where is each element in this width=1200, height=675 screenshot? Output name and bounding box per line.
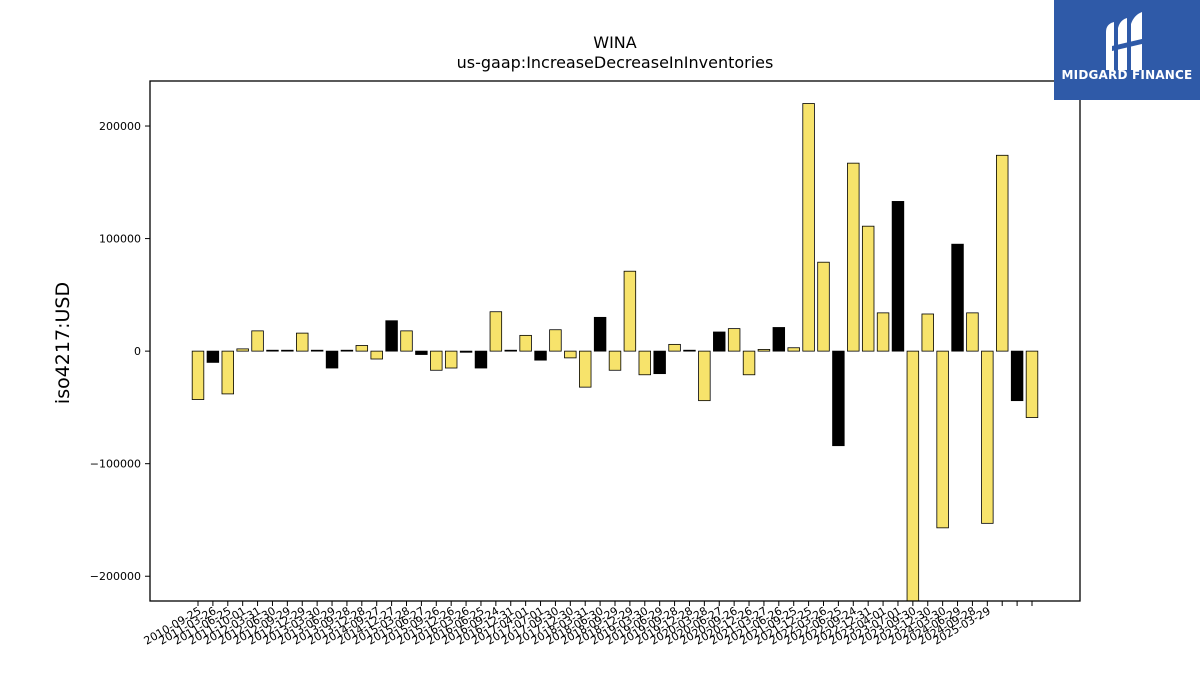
logo-text: MIDGARD FINANCE [1061, 68, 1193, 82]
y-tick-label: 0 [134, 345, 141, 358]
bar [981, 350, 994, 524]
bar [817, 261, 830, 352]
y-ticks-group: −200000 −100000 0 100000 200000 [90, 120, 150, 583]
bar [787, 347, 800, 352]
bar [236, 348, 249, 352]
bar [415, 350, 428, 355]
bar [996, 154, 1009, 352]
bar [608, 350, 622, 371]
bar [310, 349, 324, 352]
bar [504, 349, 517, 352]
bar [727, 328, 741, 352]
bar [474, 350, 488, 369]
bar [623, 270, 637, 352]
bar [876, 312, 890, 352]
bar [519, 334, 532, 352]
bar [668, 343, 681, 352]
y-tick-label: 200000 [99, 120, 141, 133]
bar [891, 201, 905, 352]
bar [489, 311, 503, 352]
bar [281, 349, 294, 352]
bar [1010, 350, 1024, 402]
y-tick-label: −200000 [90, 570, 141, 583]
bar [206, 350, 220, 363]
bar [564, 350, 577, 359]
y-tick-label: −100000 [90, 458, 141, 471]
bar [355, 345, 369, 352]
bar [534, 350, 547, 361]
bar [936, 350, 949, 529]
x-ticks-group: 2010-09-252011-03-262011-06-252011-10-01… [142, 601, 1033, 648]
chart-title: WINA [593, 33, 637, 52]
bar [951, 243, 964, 352]
chart-subtitle: us-gaap:IncreaseDecreaseInInventories [457, 53, 774, 72]
bar [906, 350, 920, 602]
bar [832, 350, 845, 447]
bar [683, 349, 696, 352]
bar [385, 320, 398, 352]
bar [459, 350, 473, 353]
bar [742, 350, 756, 376]
bar [802, 103, 815, 352]
bar [549, 329, 562, 352]
bar [638, 350, 651, 376]
bar [296, 332, 309, 352]
bar [966, 312, 979, 352]
bar [430, 350, 443, 371]
bar [579, 350, 592, 388]
bar [861, 225, 875, 352]
bar [1025, 350, 1039, 418]
bar [251, 330, 264, 352]
bar [400, 330, 413, 352]
midgard-logo-icon [1106, 12, 1146, 70]
bar [191, 350, 205, 400]
bar [847, 162, 860, 352]
bar [340, 349, 354, 352]
bar [444, 350, 458, 369]
bar [713, 331, 726, 352]
bar [921, 313, 934, 352]
bar [266, 349, 279, 352]
bar [593, 316, 607, 352]
y-tick-label: 100000 [99, 233, 141, 246]
bar [698, 350, 711, 402]
bar [757, 349, 771, 352]
bar [370, 350, 383, 360]
bar [221, 350, 234, 395]
bar [325, 350, 339, 369]
y-axis-label: iso4217:USD [52, 282, 74, 404]
plot-frame [149, 80, 1081, 602]
bar [653, 350, 666, 375]
midgard-finance-logo: MIDGARD FINANCE [1054, 0, 1200, 100]
bars-group [191, 103, 1039, 602]
bar [772, 327, 786, 352]
